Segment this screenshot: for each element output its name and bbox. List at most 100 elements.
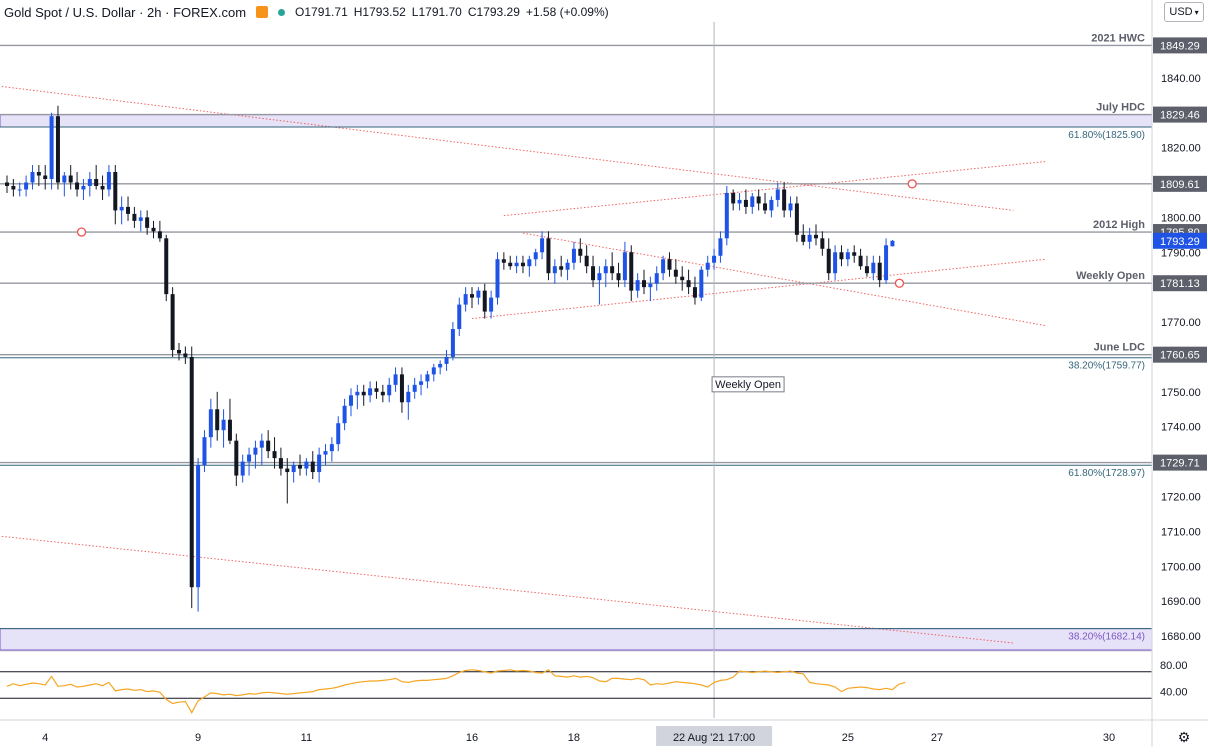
currency-selector[interactable]: USD ▾ <box>1164 2 1204 22</box>
candle-body <box>272 451 277 459</box>
candle-body <box>100 185 105 190</box>
candle-body <box>463 294 468 305</box>
candle-body <box>310 461 315 473</box>
candle-body <box>342 405 347 424</box>
candle-body <box>584 255 589 267</box>
candle-body <box>654 273 659 284</box>
candle-body <box>743 199 748 207</box>
rsi-line <box>6 669 906 714</box>
candle-body <box>457 304 462 330</box>
candle-body <box>807 234 812 242</box>
candle-body <box>126 206 131 214</box>
candle-body <box>737 199 742 204</box>
candle-body <box>718 238 723 256</box>
candle-body <box>336 423 341 445</box>
candle-body <box>145 217 150 228</box>
candle-body <box>673 269 678 277</box>
price-label-bg-6 <box>1153 454 1207 471</box>
symbol-title[interactable]: Gold Spot / U.S. Dollar · 2h · FOREX.com <box>4 4 247 20</box>
weekly-open-box <box>711 376 785 393</box>
level-label-9: 61.80%(1728.97) <box>1068 468 1145 479</box>
candle-body <box>635 280 640 291</box>
zone-band-0 <box>0 114 1153 128</box>
candle-body <box>724 192 729 239</box>
y-tick-label: 1720.00 <box>1161 491 1201 503</box>
candle-body <box>782 189 787 211</box>
candle-body <box>871 262 876 274</box>
candle-body <box>858 255 863 267</box>
y-tick-label: 1740.00 <box>1161 422 1201 434</box>
open-value: O1791.71 <box>295 5 348 19</box>
candle-body <box>756 196 761 204</box>
candle-body <box>845 252 850 260</box>
candle-body <box>489 297 494 312</box>
candle-body <box>864 266 869 274</box>
candle-body <box>11 185 16 190</box>
candle-body <box>705 262 710 270</box>
candle-body <box>826 248 831 274</box>
candle-body <box>425 374 430 382</box>
candle-body <box>266 440 271 452</box>
candle-body <box>699 269 704 298</box>
candle-body <box>648 283 653 288</box>
candle-body <box>419 381 424 385</box>
level-label-4: 2012 High <box>1093 219 1145 231</box>
candle-body <box>750 196 755 207</box>
candle-body <box>603 266 608 274</box>
flag-icon[interactable] <box>256 6 269 18</box>
level-label-7: 38.20%(1759.77) <box>1068 361 1145 372</box>
candle-body <box>546 238 551 274</box>
candle-body <box>680 276 685 281</box>
candle-body <box>890 240 895 247</box>
candle-body <box>361 391 366 396</box>
candle-body <box>368 388 373 396</box>
y-tick-label: 1750.00 <box>1161 387 1201 399</box>
chevron-down-icon: ▾ <box>1194 7 1199 17</box>
price-label-7: 1793.29 <box>1160 236 1200 248</box>
candle-body <box>438 363 443 368</box>
level-label-0: 2021 HWC <box>1091 32 1145 44</box>
candle-body <box>712 255 717 263</box>
candle-body <box>616 273 621 281</box>
candle-body <box>692 287 697 298</box>
candle-body <box>62 175 67 183</box>
change-value: +1.58 (+0.09%) <box>525 5 609 19</box>
level-marker-2 <box>894 278 905 288</box>
candle-body <box>138 217 143 221</box>
candle-body <box>387 384 392 396</box>
x-tick-label: 4 <box>42 732 48 744</box>
y-tick-label: 1820.00 <box>1161 143 1201 155</box>
candle-body <box>565 262 570 270</box>
candle-body <box>476 290 481 298</box>
candle-body <box>552 266 557 274</box>
candle-body <box>788 203 793 211</box>
y-tick-label: 1770.00 <box>1161 317 1201 329</box>
candle-body <box>597 273 602 281</box>
candle-body <box>259 440 264 448</box>
price-label-0: 1849.29 <box>1160 40 1200 52</box>
market-open-dot-icon <box>278 8 286 16</box>
candle-body <box>253 447 258 455</box>
candle-body <box>30 172 35 183</box>
candle-body <box>450 329 455 357</box>
gear-icon[interactable]: ⚙ <box>1177 729 1191 745</box>
candle-body <box>36 172 41 176</box>
candle-body <box>304 461 309 469</box>
candle-body <box>291 465 296 473</box>
y-tick-label: 1800.00 <box>1161 212 1201 224</box>
candle-body <box>176 349 181 354</box>
candle-body <box>495 259 500 298</box>
candle-body <box>24 182 29 190</box>
price-label-bg-7 <box>1153 232 1207 249</box>
candle-body <box>839 252 844 260</box>
candle-body <box>247 454 252 462</box>
trendline-1 <box>0 535 1014 644</box>
candle-body <box>622 252 627 281</box>
y-tick-label: 1690.00 <box>1161 596 1201 608</box>
candle-body <box>202 437 207 466</box>
candle-body <box>769 199 774 211</box>
candle-body <box>374 388 379 392</box>
y-tick-label: 1710.00 <box>1161 526 1201 538</box>
